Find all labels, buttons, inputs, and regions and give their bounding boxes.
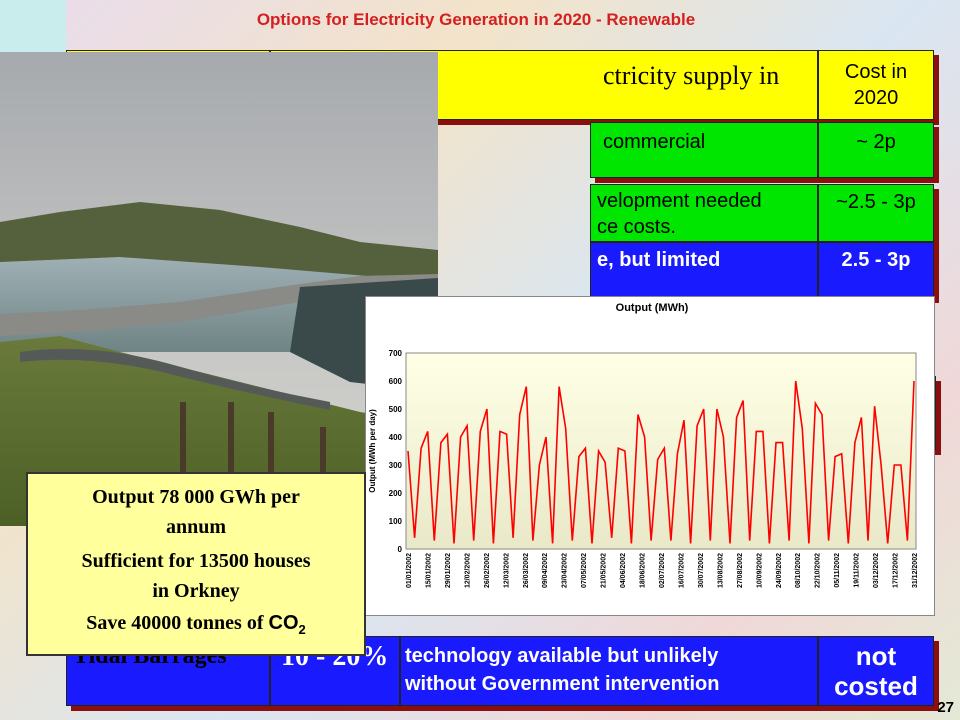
y-tick-label: 600: [389, 377, 403, 386]
x-tick-label: 12/02/2002: [464, 553, 471, 588]
x-tick-label: 04/06/2002: [620, 553, 627, 588]
x-tick-label: 31/12/2002: [912, 553, 919, 588]
row2-cost: ~2.5 - 3p: [836, 191, 916, 213]
y-tick-label: 400: [389, 433, 403, 442]
slide-title: Options for Electricity Generation in 20…: [256, 10, 696, 29]
x-tick-label: 15/01/2002: [425, 553, 432, 588]
callout-line1: Output 78 000 GWh per: [92, 486, 300, 508]
callout-line3: Sufficient for 13500 houses: [81, 550, 311, 572]
row1-cost-cell: ~ 2p: [818, 122, 934, 178]
corner-block: [0, 0, 66, 52]
callout-line2: annum: [165, 516, 227, 538]
tidal-cost-line1: not: [855, 641, 897, 671]
x-tick-label: 26/02/2002: [484, 553, 491, 588]
x-tick-label: 26/03/2002: [523, 553, 530, 588]
x-tick-label: 03/12/2002: [873, 553, 880, 588]
row1-text: commercial: [603, 131, 706, 153]
x-tick-label: 18/06/2002: [640, 553, 647, 588]
x-tick-label: 05/11/2002: [834, 553, 841, 588]
x-tick-label: 17/12/2002: [893, 553, 900, 588]
row3-text-cell: e, but limited: [590, 242, 818, 298]
x-tick-label: 02/07/2002: [659, 553, 666, 588]
orkney-callout: Output 78 000 GWh per annum Sufficient f…: [26, 472, 366, 656]
y-tick-label: 0: [398, 545, 403, 554]
plot-area: [405, 352, 917, 550]
row2-text-cell: velopment needed ce costs.: [590, 184, 818, 242]
x-tick-label: 12/03/2002: [503, 553, 510, 588]
row3-text: e, but limited: [597, 249, 721, 271]
row1-cost: ~ 2p: [856, 131, 896, 153]
y-tick-label: 500: [389, 405, 403, 414]
output-chart-svg: Output (MWh) Output (MWh per day) 0 100 20…: [368, 302, 919, 588]
tidal-text-line2: without Government intervention: [405, 673, 720, 695]
co2-subscript: 2: [298, 622, 306, 637]
x-tick-label: 29/01/2002: [445, 553, 452, 588]
row1-text-cell: commercial: [590, 122, 818, 178]
x-tick-label: 01/01/2002: [406, 553, 413, 588]
x-tick-label: 13/08/2002: [717, 553, 724, 588]
tidal-cost-cell: not costed: [818, 636, 934, 706]
callout-line5-prefix: Save 40000 tonnes of: [86, 612, 269, 634]
x-tick-label: 30/07/2002: [698, 553, 705, 588]
callout-line5: Save 40000 tonnes of CO2: [28, 608, 364, 645]
row2-text-line2: ce costs.: [597, 216, 676, 238]
y-tick-label: 300: [389, 461, 403, 470]
x-tick-label: 24/09/2002: [776, 553, 783, 588]
x-tick-label: 19/11/2002: [854, 553, 861, 588]
co2-chem: CO: [268, 612, 299, 634]
x-tick-label: 10/09/2002: [756, 553, 763, 588]
y-tick-label: 100: [389, 517, 403, 526]
y-tick-label: 200: [389, 489, 403, 498]
tidal-text-cell: technology available but unlikely withou…: [400, 636, 818, 706]
page-number: 27: [937, 699, 954, 716]
x-tick-label: 16/07/2002: [678, 553, 685, 588]
row2-text-line1: velopment needed: [597, 190, 762, 212]
header-supply-text: ctricity supply in: [603, 61, 780, 90]
row3-cost: 2.5 - 3p: [841, 249, 911, 271]
cost-header-line2: 2020: [853, 87, 899, 109]
output-chart: Output (MWh) Output (MWh per day) 0 100 20…: [365, 296, 935, 616]
cost-header-line1: Cost in: [844, 61, 908, 83]
row3-cost-cell: 2.5 - 3p: [818, 242, 934, 298]
x-tick-label: 23/04/2002: [562, 553, 569, 588]
x-tick-label: 07/05/2002: [581, 553, 588, 588]
x-tick-label: 09/04/2002: [542, 553, 549, 588]
y-axis-label: Output (MWh per day): [368, 409, 377, 493]
series-line: [407, 380, 915, 544]
callout-line4: in Orkney: [152, 580, 240, 602]
chart-title: Output (MWh): [616, 302, 689, 314]
tidal-text-line1: technology available but unlikely: [405, 645, 719, 667]
x-tick-label: 21/05/2002: [601, 553, 608, 588]
table-header-cost: Cost in 2020: [818, 50, 934, 120]
x-tick-label: 22/10/2002: [815, 553, 822, 588]
x-tick-label: 08/10/2002: [795, 553, 802, 588]
row2-cost-cell: ~2.5 - 3p: [818, 184, 934, 242]
co2-formula: CO2: [268, 612, 306, 637]
y-tick-label: 700: [389, 349, 403, 358]
tidal-cost-line2: costed: [834, 671, 918, 701]
x-tick-label: 27/08/2002: [737, 553, 744, 588]
